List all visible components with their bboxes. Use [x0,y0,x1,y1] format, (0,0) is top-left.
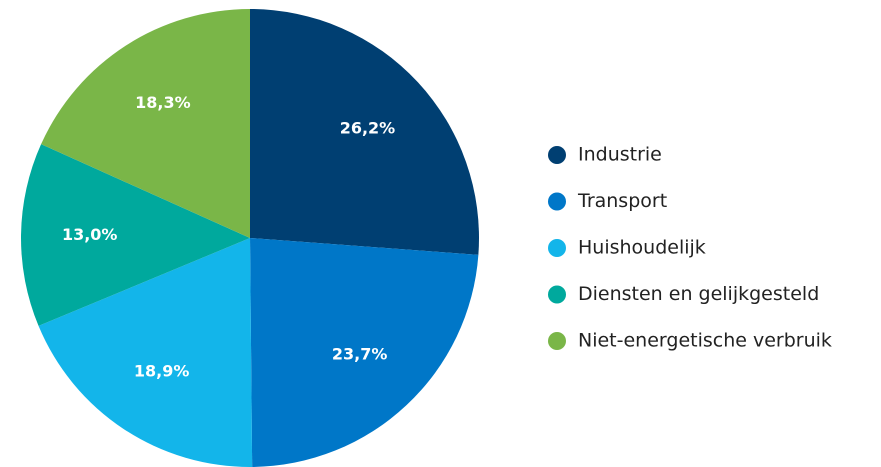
value-label: 26,2% [340,118,396,137]
pie-slice [20,144,251,326]
legend-marker [548,146,566,164]
value-label: 13,0% [62,225,118,244]
legend-marker [548,332,566,350]
legend-marker [548,239,566,257]
value-label: 18,9% [134,361,190,380]
pie-slice [38,238,253,467]
legend-marker [548,285,566,304]
legend-label: Industrie [578,144,662,166]
pie-slice [41,9,250,238]
legend-label: Niet-energetische verbruik [578,330,832,352]
pie-slice [250,238,479,467]
legend-marker [548,192,566,211]
pie-slice [250,9,479,255]
value-label: 18,3% [135,93,191,112]
legend-label: Transport [577,190,667,212]
legend-label: Diensten en gelijkgesteld [578,283,819,305]
legend-label: Huishoudelijk [578,237,706,259]
value-label: 23,7% [332,344,388,363]
